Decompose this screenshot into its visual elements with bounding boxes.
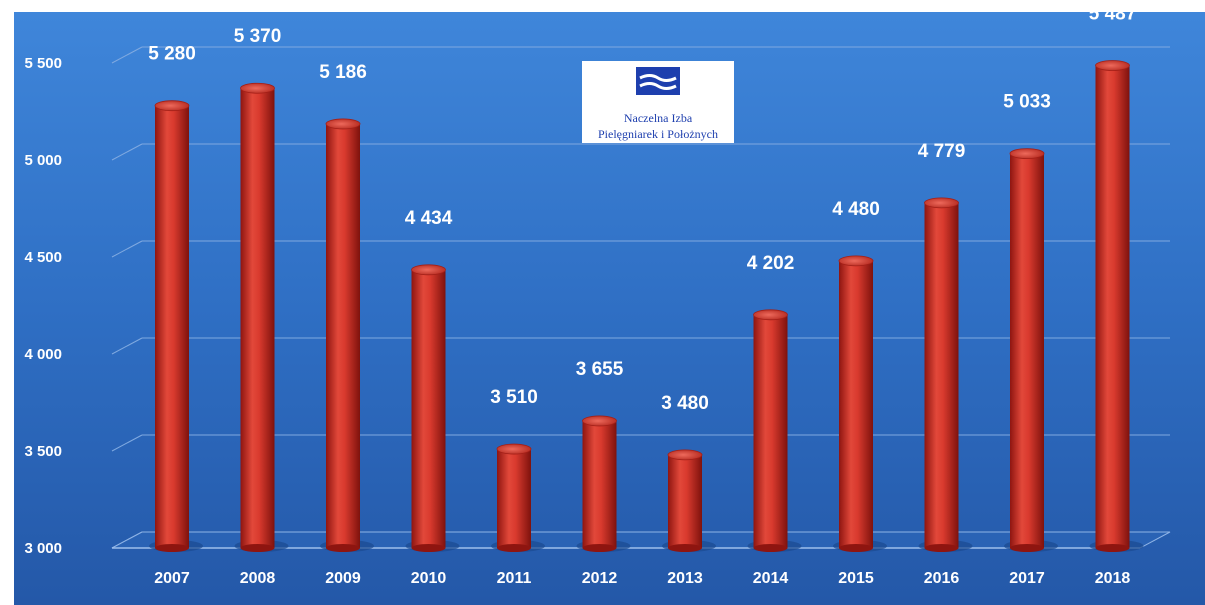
y-tick-label: 4 000	[24, 346, 62, 363]
bar-body	[1095, 65, 1130, 548]
x-tick-label-2016: 2016	[924, 570, 960, 587]
y-tick-label: 5 500	[24, 55, 62, 72]
bar-base	[1010, 544, 1044, 552]
bar-cap	[154, 100, 190, 112]
y-tick-label: 5 000	[24, 152, 62, 169]
logo: Naczelna Izba Pielęgniarek i Położnych	[582, 61, 734, 143]
bar-body	[582, 420, 617, 548]
bar-base	[753, 544, 788, 552]
bar-cap	[240, 82, 275, 94]
bar-base	[924, 544, 959, 552]
grid-line-diag	[111, 240, 143, 258]
data-label-2014: 4 202	[747, 253, 795, 274]
bar-base	[155, 544, 189, 552]
x-tick-label-2012: 2012	[582, 570, 618, 587]
bar-body	[497, 449, 531, 548]
x-tick-label-2010: 2010	[411, 570, 447, 587]
data-label-2015: 4 480	[832, 199, 880, 220]
bar-cap	[838, 255, 874, 267]
data-label-2013: 3 480	[661, 393, 709, 414]
bar-base	[240, 544, 275, 552]
y-tick-label: 4 500	[24, 249, 62, 266]
grid-line-diag	[111, 46, 143, 64]
data-label-2011: 3 510	[490, 387, 538, 408]
x-tick-label-2011: 2011	[497, 570, 532, 587]
x-tick-label-2018: 2018	[1095, 570, 1131, 587]
bar-2018	[1089, 60, 1144, 552]
bar-2011	[491, 443, 545, 552]
bar-2014	[747, 309, 802, 552]
data-label-2018: 5 487	[1089, 4, 1137, 25]
bar-cap	[1095, 60, 1130, 71]
bar-cap	[496, 443, 532, 455]
bar-base	[497, 544, 531, 552]
bar-base	[839, 544, 873, 552]
x-tick-label-2017: 2017	[1009, 570, 1045, 587]
x-tick-label-2013: 2013	[667, 570, 703, 587]
grid-line-diag	[111, 434, 143, 452]
x-tick-label-2015: 2015	[838, 570, 874, 587]
bar-body	[411, 269, 446, 548]
bar-body	[668, 454, 702, 548]
x-tick-label-2008: 2008	[240, 570, 276, 587]
bar-cap	[753, 309, 788, 321]
bar-2015	[833, 255, 887, 552]
bar-cap	[924, 197, 959, 209]
logo-text-line1: Naczelna Izba	[624, 111, 693, 125]
bar-2008	[234, 82, 289, 552]
labels: 3 000 3 500 4 000 4 500 5 000 5 500 5 280 2007 5…	[24, 4, 1136, 587]
data-label-2010: 4 434	[405, 208, 453, 229]
bar-2010	[405, 264, 460, 552]
bar-body	[326, 123, 360, 548]
bar-base	[326, 544, 360, 552]
bar-base	[411, 544, 446, 552]
bar-2017	[1004, 148, 1058, 552]
data-label-2009: 5 186	[319, 62, 367, 83]
bar-2013	[662, 449, 716, 552]
bar-body	[155, 105, 189, 549]
bar-base	[1095, 544, 1130, 552]
bars	[149, 60, 1144, 552]
x-tick-label-2009: 2009	[325, 570, 361, 587]
x-tick-label-2014: 2014	[753, 570, 789, 587]
bar-2009	[320, 118, 374, 552]
bar-2007	[149, 100, 203, 552]
y-tick-label: 3 000	[24, 540, 62, 557]
bar-body	[753, 314, 788, 548]
grid-line-diag	[111, 337, 143, 355]
bar-cap	[1009, 148, 1045, 159]
data-label-2007: 5 280	[148, 44, 196, 65]
bar-body	[240, 88, 275, 548]
waves-logo-icon	[636, 67, 680, 95]
logo-text-line2: Pielęgniarek i Położnych	[598, 127, 718, 141]
bar-2016	[918, 197, 973, 552]
data-label-2008: 5 370	[234, 26, 282, 47]
bar-body	[924, 202, 959, 548]
bar-cap	[582, 415, 617, 427]
bar-cap	[411, 264, 446, 276]
y-tick-label: 3 500	[24, 443, 62, 460]
bar-cap	[325, 118, 361, 130]
bar-body	[1010, 153, 1044, 548]
bar-2012	[576, 415, 631, 552]
data-label-2017: 5 033	[1003, 92, 1051, 113]
bar-base	[668, 544, 702, 552]
bar-body	[839, 260, 873, 548]
bar-base	[582, 544, 617, 552]
grid-line-diag	[111, 143, 143, 161]
data-label-2016: 4 779	[918, 141, 966, 162]
x-tick-label-2007: 2007	[154, 570, 190, 587]
bar-cap	[667, 449, 703, 461]
data-label-2012: 3 655	[576, 359, 624, 380]
